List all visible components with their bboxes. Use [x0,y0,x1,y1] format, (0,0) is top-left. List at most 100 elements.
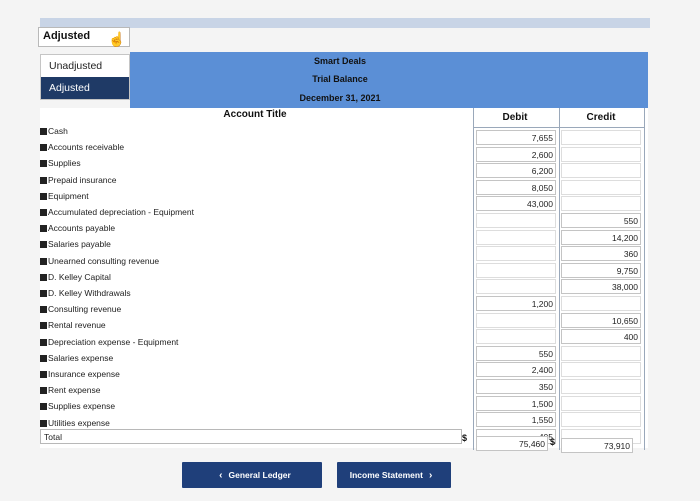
credit-cell[interactable] [561,179,641,195]
column-divider [473,108,474,450]
row-marker-icon [40,338,47,346]
credit-cell[interactable]: 360 [561,246,641,262]
credit-cell[interactable]: 38,000 [561,279,641,295]
report-header [130,52,648,108]
account-name[interactable]: Prepaid insurance [48,174,117,185]
credit-cell[interactable]: 10,650 [561,312,641,328]
account-name[interactable]: Accumulated depreciation - Equipment [48,207,194,217]
table-row: Unearned consulting revenue [40,254,472,269]
debit-cell[interactable]: 1,500 [476,395,556,411]
view-dropdown[interactable]: Adjusted [38,27,130,47]
account-name[interactable]: D. Kelley Withdrawals [48,288,131,298]
view-dropdown-menu: Unadjusted Adjusted [40,54,130,100]
account-name[interactable]: Accounts payable [48,223,116,234]
row-marker-icon [40,192,47,200]
total-credit-dollar-sign: $ [550,437,556,447]
row-marker-icon [40,225,47,233]
table-row: Rental revenue [40,318,472,333]
row-marker-icon [40,419,47,427]
table-row: Accounts receivable [40,140,472,155]
debit-cell[interactable] [476,262,556,278]
debit-cell[interactable] [476,329,556,345]
account-name[interactable]: Cash [48,126,68,136]
debit-cell[interactable]: 8,050 [476,179,556,195]
account-name[interactable]: Rent expense [48,385,101,396]
debit-cell[interactable]: 43,000 [476,196,556,212]
top-progress-bar [40,18,650,28]
row-marker-icon [40,354,47,362]
table-row: Utilities expense [40,416,472,431]
report-date: December 31, 2021 [299,93,381,103]
debit-cell[interactable]: 6,200 [476,163,556,179]
table-row: Equipment [40,189,472,204]
account-name[interactable]: Supplies expense [48,401,116,412]
credit-cell[interactable]: 400 [561,329,641,345]
debit-cell[interactable]: 1,200 [476,296,556,311]
total-debit: 75,460 [476,436,548,451]
row-marker-icon [40,322,47,330]
chevron-right-icon: › [428,470,433,481]
account-name[interactable]: Salaries expense [48,352,114,363]
credit-header: Credit [586,112,616,123]
chevron-left-icon: ‹ [219,470,223,481]
debit-cell[interactable]: 550 [476,345,556,361]
credit-cell[interactable]: 550 [561,213,641,228]
account-name[interactable]: Accounts receivable [48,142,125,153]
account-name[interactable]: Consulting revenue [48,304,122,315]
row-marker-icon [40,241,47,249]
general-ledger-button[interactable]: ‹ General Ledger [182,462,322,488]
table-row: Cash [40,124,472,139]
row-marker-icon [40,387,47,395]
debit-cell[interactable] [476,229,556,245]
credit-cell[interactable]: 9,750 [561,262,641,278]
account-name[interactable]: Equipment [48,190,89,201]
debit-cell[interactable]: 1,550 [476,412,556,428]
credit-cell[interactable] [561,379,641,394]
debit-cell[interactable] [476,312,556,328]
credit-cell[interactable] [561,395,641,411]
account-name[interactable]: Insurance expense [48,369,120,379]
general-ledger-label: General Ledger [228,470,291,480]
debit-cell[interactable]: 2,400 [476,362,556,378]
header-underline [473,127,645,128]
dropdown-option-unadjusted[interactable]: Unadjusted [49,60,103,72]
table-row: Prepaid insurance [40,173,472,188]
debit-cell[interactable]: 7,655 [476,130,556,145]
account-name[interactable]: Depreciation expense - Equipment [48,336,179,347]
credit-cell[interactable] [561,163,641,179]
pointer-hand-icon: ☝ [108,31,126,47]
credit-cell[interactable] [561,412,641,428]
debit-cell[interactable] [476,246,556,262]
row-marker-icon [40,306,47,314]
credit-cell[interactable] [561,196,641,212]
account-name[interactable]: Salaries payable [48,239,111,250]
debit-cell[interactable] [476,213,556,228]
income-statement-button[interactable]: Income Statement › [337,462,451,488]
dropdown-option-adjusted[interactable]: Adjusted [41,77,129,99]
row-marker-icon [40,371,47,378]
credit-cell[interactable] [561,362,641,378]
table-row: Rent expense [40,383,472,398]
credit-cell[interactable] [561,345,641,361]
debit-cell[interactable] [476,279,556,295]
row-marker-icon [40,144,47,152]
debit-cell[interactable]: 2,600 [476,146,556,162]
table-row: Accounts payable [40,221,472,236]
row-marker-icon [40,290,47,297]
row-marker-icon [40,209,47,216]
account-name[interactable]: Supplies [48,158,81,169]
account-name[interactable]: Unearned consulting revenue [48,255,160,266]
table-row: D. Kelley Capital [40,270,472,285]
credit-cell[interactable] [561,130,641,145]
row-marker-icon [40,403,47,411]
debit-cell[interactable]: 350 [476,379,556,394]
account-name[interactable]: D. Kelley Capital [48,271,111,282]
account-name[interactable]: Rental revenue [48,320,106,331]
credit-cell[interactable] [561,146,641,162]
credit-cell[interactable]: 14,200 [561,229,641,245]
account-name[interactable]: Utilities expense [48,417,110,428]
credit-cell[interactable] [561,296,641,311]
table-row: D. Kelley Withdrawals [40,286,472,301]
column-divider [644,108,645,450]
